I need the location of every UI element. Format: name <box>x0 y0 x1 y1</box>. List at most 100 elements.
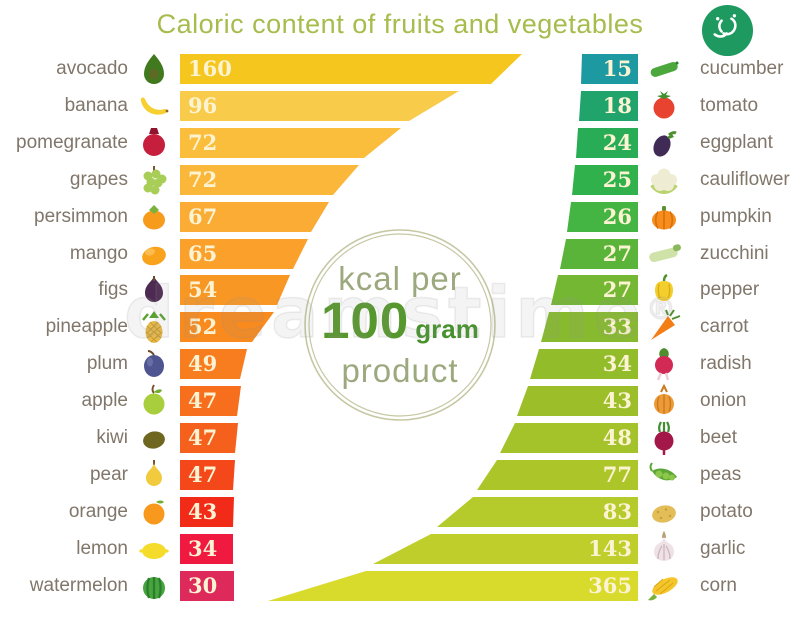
calorie-value: 25 <box>602 167 632 192</box>
fruit-label: kiwi <box>96 427 128 448</box>
orange-icon <box>136 494 172 530</box>
vegetable-calorie-bar: 48 <box>500 423 638 453</box>
potato-icon <box>646 494 682 530</box>
vegetable-label: pepper <box>700 279 760 300</box>
calorie-value: 47 <box>188 425 218 450</box>
vegetable-label: peas <box>700 464 742 485</box>
vegetable-label: radish <box>700 353 752 374</box>
calorie-value: 47 <box>188 462 218 487</box>
calorie-value: 18 <box>602 93 632 118</box>
badge-line-2: product <box>341 352 459 389</box>
fruit-calorie-bar: 47 <box>180 423 238 453</box>
vegetable-calorie-bar: 27 <box>551 275 638 305</box>
fruit-label: lemon <box>76 538 128 559</box>
fruit-calorie-bar: 54 <box>180 275 290 305</box>
fruit-label: pear <box>89 464 128 485</box>
calorie-value: 27 <box>602 241 632 266</box>
calorie-value: 65 <box>188 241 218 266</box>
plum-icon <box>136 346 172 382</box>
calorie-value: 67 <box>188 204 218 229</box>
calorie-value: 160 <box>188 56 232 81</box>
fruit-calorie-bar: 30 <box>180 571 234 601</box>
watermelon-icon <box>136 568 172 604</box>
garlic-icon <box>646 531 682 567</box>
vegetable-calorie-bar: 33 <box>541 312 638 342</box>
beet-icon <box>646 420 682 456</box>
fruit-label: banana <box>64 95 128 116</box>
vegetable-label: zucchini <box>700 243 769 264</box>
calorie-value: 43 <box>188 499 218 524</box>
calorie-value: 52 <box>188 314 218 339</box>
vegetable-label: potato <box>700 501 753 522</box>
calorie-value: 83 <box>602 499 632 524</box>
badge-unit: gram <box>415 314 479 344</box>
avocado-icon <box>136 51 172 87</box>
vegetable-calorie-bar: 27 <box>560 239 638 269</box>
vegetable-label: tomato <box>700 95 759 116</box>
vegetable-calorie-bar: 18 <box>579 91 638 121</box>
fruit-calorie-bar: 65 <box>180 239 308 269</box>
fruit-calorie-bar: 47 <box>180 460 235 490</box>
fruit-label: mango <box>69 243 128 264</box>
vegetable-calorie-bar: 143 <box>373 534 638 564</box>
carrot-icon <box>646 309 682 345</box>
calorie-value: 365 <box>588 573 632 598</box>
tomato-icon <box>646 88 682 124</box>
calorie-value: 143 <box>588 536 632 561</box>
vegetable-calorie-bar: 365 <box>268 571 638 601</box>
fruit-calorie-bar: 96 <box>180 91 459 121</box>
vegetable-label: carrot <box>700 316 749 337</box>
vegetable-calorie-bar: 26 <box>567 202 638 232</box>
center-badge: kcal per 100 gram product <box>301 226 499 424</box>
green-badge-icon <box>701 4 754 57</box>
mango-icon <box>136 236 172 272</box>
vegetable-calorie-bar: 83 <box>437 497 638 527</box>
fruit-label: pineapple <box>45 316 128 337</box>
vegetable-calorie-bar: 43 <box>517 386 638 416</box>
fruit-label: apple <box>81 390 129 411</box>
fruit-calorie-bar: 47 <box>180 386 241 416</box>
calorie-value: 27 <box>602 277 632 302</box>
persimmon-icon <box>136 199 172 235</box>
pumpkin-icon <box>646 199 682 235</box>
cauliflower-icon <box>646 162 682 198</box>
fruit-calorie-bar: 67 <box>180 202 329 232</box>
calorie-value: 96 <box>188 93 218 118</box>
fruit-label: avocado <box>56 58 128 79</box>
calorie-value: 30 <box>188 573 218 598</box>
zucchini-icon <box>646 236 682 272</box>
pepper-icon <box>646 272 682 308</box>
fruit-label: plum <box>86 353 128 374</box>
fruit-label: orange <box>68 501 128 522</box>
fruit-calorie-bar: 34 <box>180 534 233 564</box>
calorie-value: 72 <box>188 130 218 155</box>
vegetable-calorie-bar: 77 <box>477 460 638 490</box>
radish-icon <box>646 346 682 382</box>
vegetable-label: cauliflower <box>700 169 790 190</box>
calorie-value: 48 <box>602 425 632 450</box>
badge-line-1: kcal per <box>338 260 462 297</box>
vegetable-calorie-bar: 25 <box>572 165 638 195</box>
vegetable-label: eggplant <box>700 132 773 153</box>
onion-icon <box>646 383 682 419</box>
pineapple-icon <box>136 309 172 345</box>
dreamstime-logo <box>701 4 754 57</box>
calorie-value: 34 <box>188 536 218 561</box>
calorie-value: 49 <box>188 351 218 376</box>
peas-icon <box>646 457 682 493</box>
page-title: Caloric content of fruits and vegetables <box>156 9 644 39</box>
vegetable-label: pumpkin <box>700 206 772 227</box>
fruit-calorie-bar: 72 <box>180 128 401 158</box>
kiwi-icon <box>136 420 172 456</box>
calorie-value: 47 <box>188 388 218 413</box>
vegetable-label: cucumber <box>700 58 784 79</box>
fruit-calorie-bar: 43 <box>180 497 234 527</box>
fruit-calorie-bar: 72 <box>180 165 359 195</box>
fruit-label: figs <box>98 279 128 300</box>
lemon-icon <box>136 531 172 567</box>
corn-icon <box>646 568 682 604</box>
eggplant-icon <box>646 125 682 161</box>
pomegranate-icon <box>136 125 172 161</box>
calorie-value: 26 <box>602 204 632 229</box>
banana-icon <box>136 88 172 124</box>
